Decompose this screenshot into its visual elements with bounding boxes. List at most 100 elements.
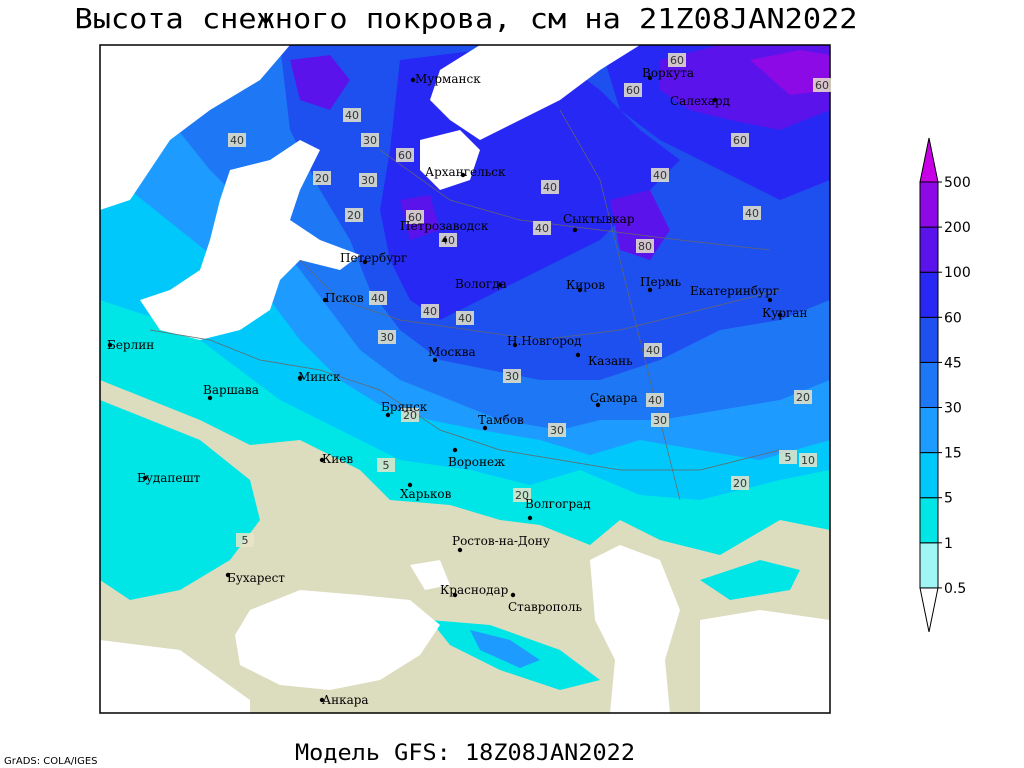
contour-label-box	[651, 413, 669, 427]
city-label: Ростов-на-Дону	[452, 534, 550, 548]
contour-label: 40	[345, 109, 359, 122]
city-dot	[595, 402, 601, 408]
city-label: Архангельск	[425, 165, 506, 179]
contour-label: 40	[423, 305, 437, 318]
legend-low	[919, 587, 939, 633]
contour-label-box	[401, 408, 419, 422]
city-dot	[452, 447, 458, 453]
contour-label-box	[624, 83, 642, 97]
city-dot	[575, 352, 581, 358]
contour-label: 40	[653, 169, 667, 182]
contour-label-box	[421, 304, 439, 318]
contour-label-box	[548, 423, 566, 437]
contour-label-box	[361, 133, 379, 147]
contour-label: 40	[646, 344, 660, 357]
legend-label: 200	[944, 220, 971, 236]
contour-label-box	[651, 168, 669, 182]
contour-label: 10	[801, 454, 815, 467]
contour-label-box	[236, 533, 254, 547]
contour-label: 60	[398, 149, 412, 162]
city-label: Анкара	[322, 693, 369, 707]
contour-label-box	[378, 330, 396, 344]
contour-label-box	[343, 108, 361, 122]
city-label: Краснодар	[440, 583, 509, 597]
city-label: Петербург	[340, 251, 407, 265]
city-dot	[510, 592, 516, 598]
contour-label: 30	[653, 414, 667, 427]
contour-label-box	[377, 458, 395, 472]
contour-label-box	[439, 233, 457, 247]
contour-label: 40	[371, 292, 385, 305]
map-frame	[99, 44, 831, 714]
legend-label: 500	[944, 175, 971, 191]
city-dot	[767, 297, 773, 303]
contour-label-box	[396, 148, 414, 162]
city-label: Воронеж	[448, 455, 505, 469]
city-label: Воркута	[642, 66, 694, 80]
city-label: Салехард	[670, 94, 730, 108]
contour-label-box	[779, 450, 797, 464]
contour-label: 20	[733, 477, 747, 490]
city-label: Ставрополь	[508, 600, 582, 614]
subtitle: Модель GFS: 18Z08JAN2022	[295, 741, 635, 766]
contour-label: 30	[550, 424, 564, 437]
city-dot	[527, 515, 533, 521]
contour-label: 60	[670, 54, 684, 67]
contour-label: 20	[515, 489, 529, 502]
credit: GrADS: COLA/IGES	[4, 756, 98, 767]
legend-swatch	[919, 407, 939, 454]
legend-label: 0.5	[944, 581, 966, 597]
legend-label: 45	[944, 355, 962, 371]
city-dot	[647, 75, 653, 81]
legend-high	[919, 137, 939, 183]
contour-label-box	[313, 171, 331, 185]
contour-label-box	[513, 488, 531, 502]
city-label: Волгоград	[525, 497, 591, 511]
contour-label: 40	[441, 234, 455, 247]
contour-label-box	[228, 133, 246, 147]
city-dot	[407, 482, 413, 488]
contour-label-box	[731, 476, 749, 490]
city-dot	[712, 97, 718, 103]
contour-label-box	[794, 390, 812, 404]
contour-label: 30	[361, 174, 375, 187]
contour-label-box	[636, 239, 654, 253]
city-label: Н.Новгород	[507, 334, 582, 348]
city-dot	[577, 287, 583, 293]
legend-swatch	[919, 271, 939, 318]
contour-label: 40	[648, 394, 662, 407]
city-dot	[482, 425, 488, 431]
contour-label-box	[359, 173, 377, 187]
city-label: Тамбов	[478, 413, 524, 427]
contour-label-box	[345, 208, 363, 222]
contour-label: 40	[543, 181, 557, 194]
city-dot	[512, 342, 518, 348]
legend-label: 100	[944, 265, 971, 281]
legend-label: 60	[944, 310, 962, 326]
city-dot	[460, 172, 466, 178]
contour-label: 40	[230, 134, 244, 147]
contour-label-box	[533, 221, 551, 235]
contour-label-box	[668, 53, 686, 67]
contour-label-box	[799, 453, 817, 467]
legend-swatch	[919, 361, 939, 408]
legend-swatch	[919, 181, 939, 228]
contour-label-box	[369, 291, 387, 305]
city-dot	[319, 457, 325, 463]
legend-label: 5	[944, 491, 953, 507]
contour-label: 80	[638, 240, 652, 253]
legend-swatch	[919, 542, 939, 589]
city-dot	[362, 259, 368, 265]
city-dot	[385, 412, 391, 418]
legend-label: 30	[944, 401, 962, 417]
contour-label: 20	[315, 172, 329, 185]
legend-swatch	[919, 452, 939, 499]
city-label: Харьков	[400, 487, 452, 501]
city-label: Москва	[428, 345, 476, 359]
city-label: Курган	[762, 306, 807, 320]
city-dot	[410, 77, 416, 83]
contour-label: 60	[733, 134, 747, 147]
legend-label: 15	[944, 446, 962, 462]
contour-label-box	[813, 78, 831, 92]
